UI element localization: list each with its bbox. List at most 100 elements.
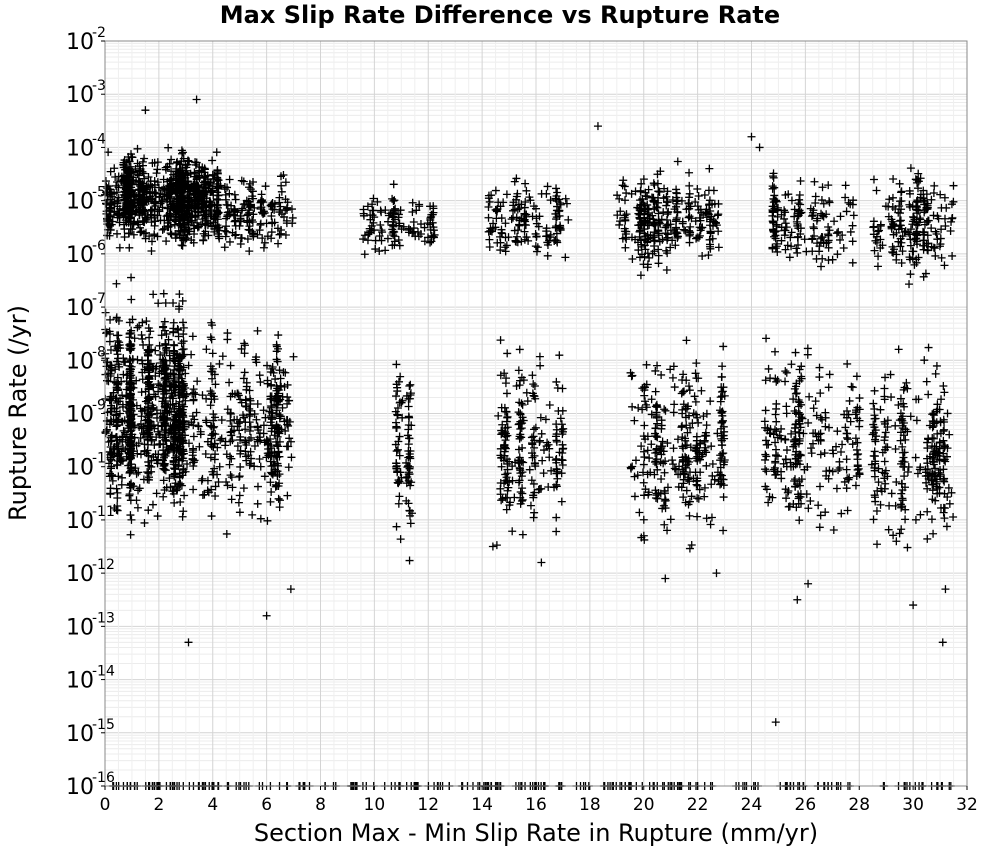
data-point — [226, 416, 235, 425]
data-point — [236, 462, 245, 471]
data-point — [787, 360, 796, 369]
data-point — [193, 377, 202, 386]
data-point — [901, 435, 910, 444]
data-point — [231, 230, 240, 239]
data-point — [552, 527, 561, 536]
data-point — [274, 331, 283, 340]
data-point — [156, 350, 165, 359]
data-point — [144, 469, 153, 478]
data-point — [158, 393, 167, 402]
data-point — [113, 506, 122, 515]
data-point — [491, 186, 500, 195]
data-point — [113, 229, 122, 238]
data-point — [106, 469, 115, 478]
data-point — [685, 544, 694, 553]
data-point — [536, 413, 545, 422]
data-point — [164, 143, 173, 152]
data-point — [255, 226, 264, 235]
data-point — [404, 402, 413, 411]
data-point — [102, 329, 111, 338]
data-point — [128, 315, 137, 324]
data-point — [115, 204, 124, 213]
data-point — [634, 403, 643, 412]
data-point — [162, 374, 171, 383]
data-point — [152, 189, 161, 198]
data-point — [207, 335, 216, 344]
data-point — [661, 457, 670, 466]
data-point — [163, 194, 172, 203]
data-point — [668, 373, 677, 382]
data-point — [144, 196, 153, 205]
data-point — [144, 458, 153, 467]
data-point — [106, 195, 115, 204]
data-point — [193, 218, 202, 227]
data-point — [164, 190, 173, 199]
data-point — [785, 253, 794, 262]
data-point — [533, 243, 542, 252]
data-point — [141, 234, 150, 243]
data-point — [552, 184, 561, 193]
data-point — [143, 356, 152, 365]
data-point — [555, 351, 564, 360]
data-point — [761, 455, 770, 464]
data-point — [620, 182, 629, 191]
data-point — [126, 188, 135, 197]
data-point — [118, 456, 127, 465]
data-point — [182, 390, 191, 399]
data-point — [815, 523, 824, 532]
data-point — [104, 438, 113, 447]
data-point — [277, 187, 286, 196]
data-point — [238, 204, 247, 213]
data-point — [815, 363, 824, 372]
data-point — [176, 497, 185, 506]
data-point — [279, 212, 288, 221]
data-point — [140, 440, 149, 449]
data-point — [105, 231, 114, 240]
data-point — [843, 359, 852, 368]
data-point — [651, 387, 660, 396]
data-point — [127, 344, 136, 353]
data-point — [809, 222, 818, 231]
data-point — [127, 377, 136, 386]
data-point — [182, 163, 191, 172]
data-point — [762, 440, 771, 449]
data-point — [842, 455, 851, 464]
data-point — [161, 381, 170, 390]
data-point — [889, 175, 898, 184]
data-point — [700, 191, 709, 200]
data-point — [256, 198, 265, 207]
data-point — [718, 416, 727, 425]
data-point — [248, 227, 257, 236]
data-point — [138, 216, 147, 225]
data-point — [139, 190, 148, 199]
data-point — [143, 413, 152, 422]
data-point — [869, 399, 878, 408]
data-point — [502, 190, 511, 199]
data-point — [162, 361, 171, 370]
data-point — [147, 218, 156, 227]
data-point — [657, 475, 666, 484]
data-point — [939, 436, 948, 445]
data-point — [895, 209, 904, 218]
data-point — [273, 224, 282, 233]
data-point — [630, 492, 639, 501]
data-point — [906, 164, 915, 173]
data-point — [189, 385, 198, 394]
data-point — [128, 225, 137, 234]
data-point — [174, 332, 183, 341]
data-point — [117, 473, 126, 482]
data-point — [843, 435, 852, 444]
data-point — [159, 492, 168, 501]
data-point — [360, 250, 369, 259]
data-point — [215, 359, 224, 368]
data-point — [169, 318, 178, 327]
data-point — [253, 499, 262, 508]
data-point — [284, 463, 293, 472]
data-point — [816, 450, 825, 459]
data-point — [371, 245, 380, 254]
data-point — [909, 601, 918, 610]
data-point — [145, 375, 154, 384]
data-point — [516, 424, 525, 433]
data-point — [162, 346, 171, 355]
data-point — [526, 501, 535, 510]
